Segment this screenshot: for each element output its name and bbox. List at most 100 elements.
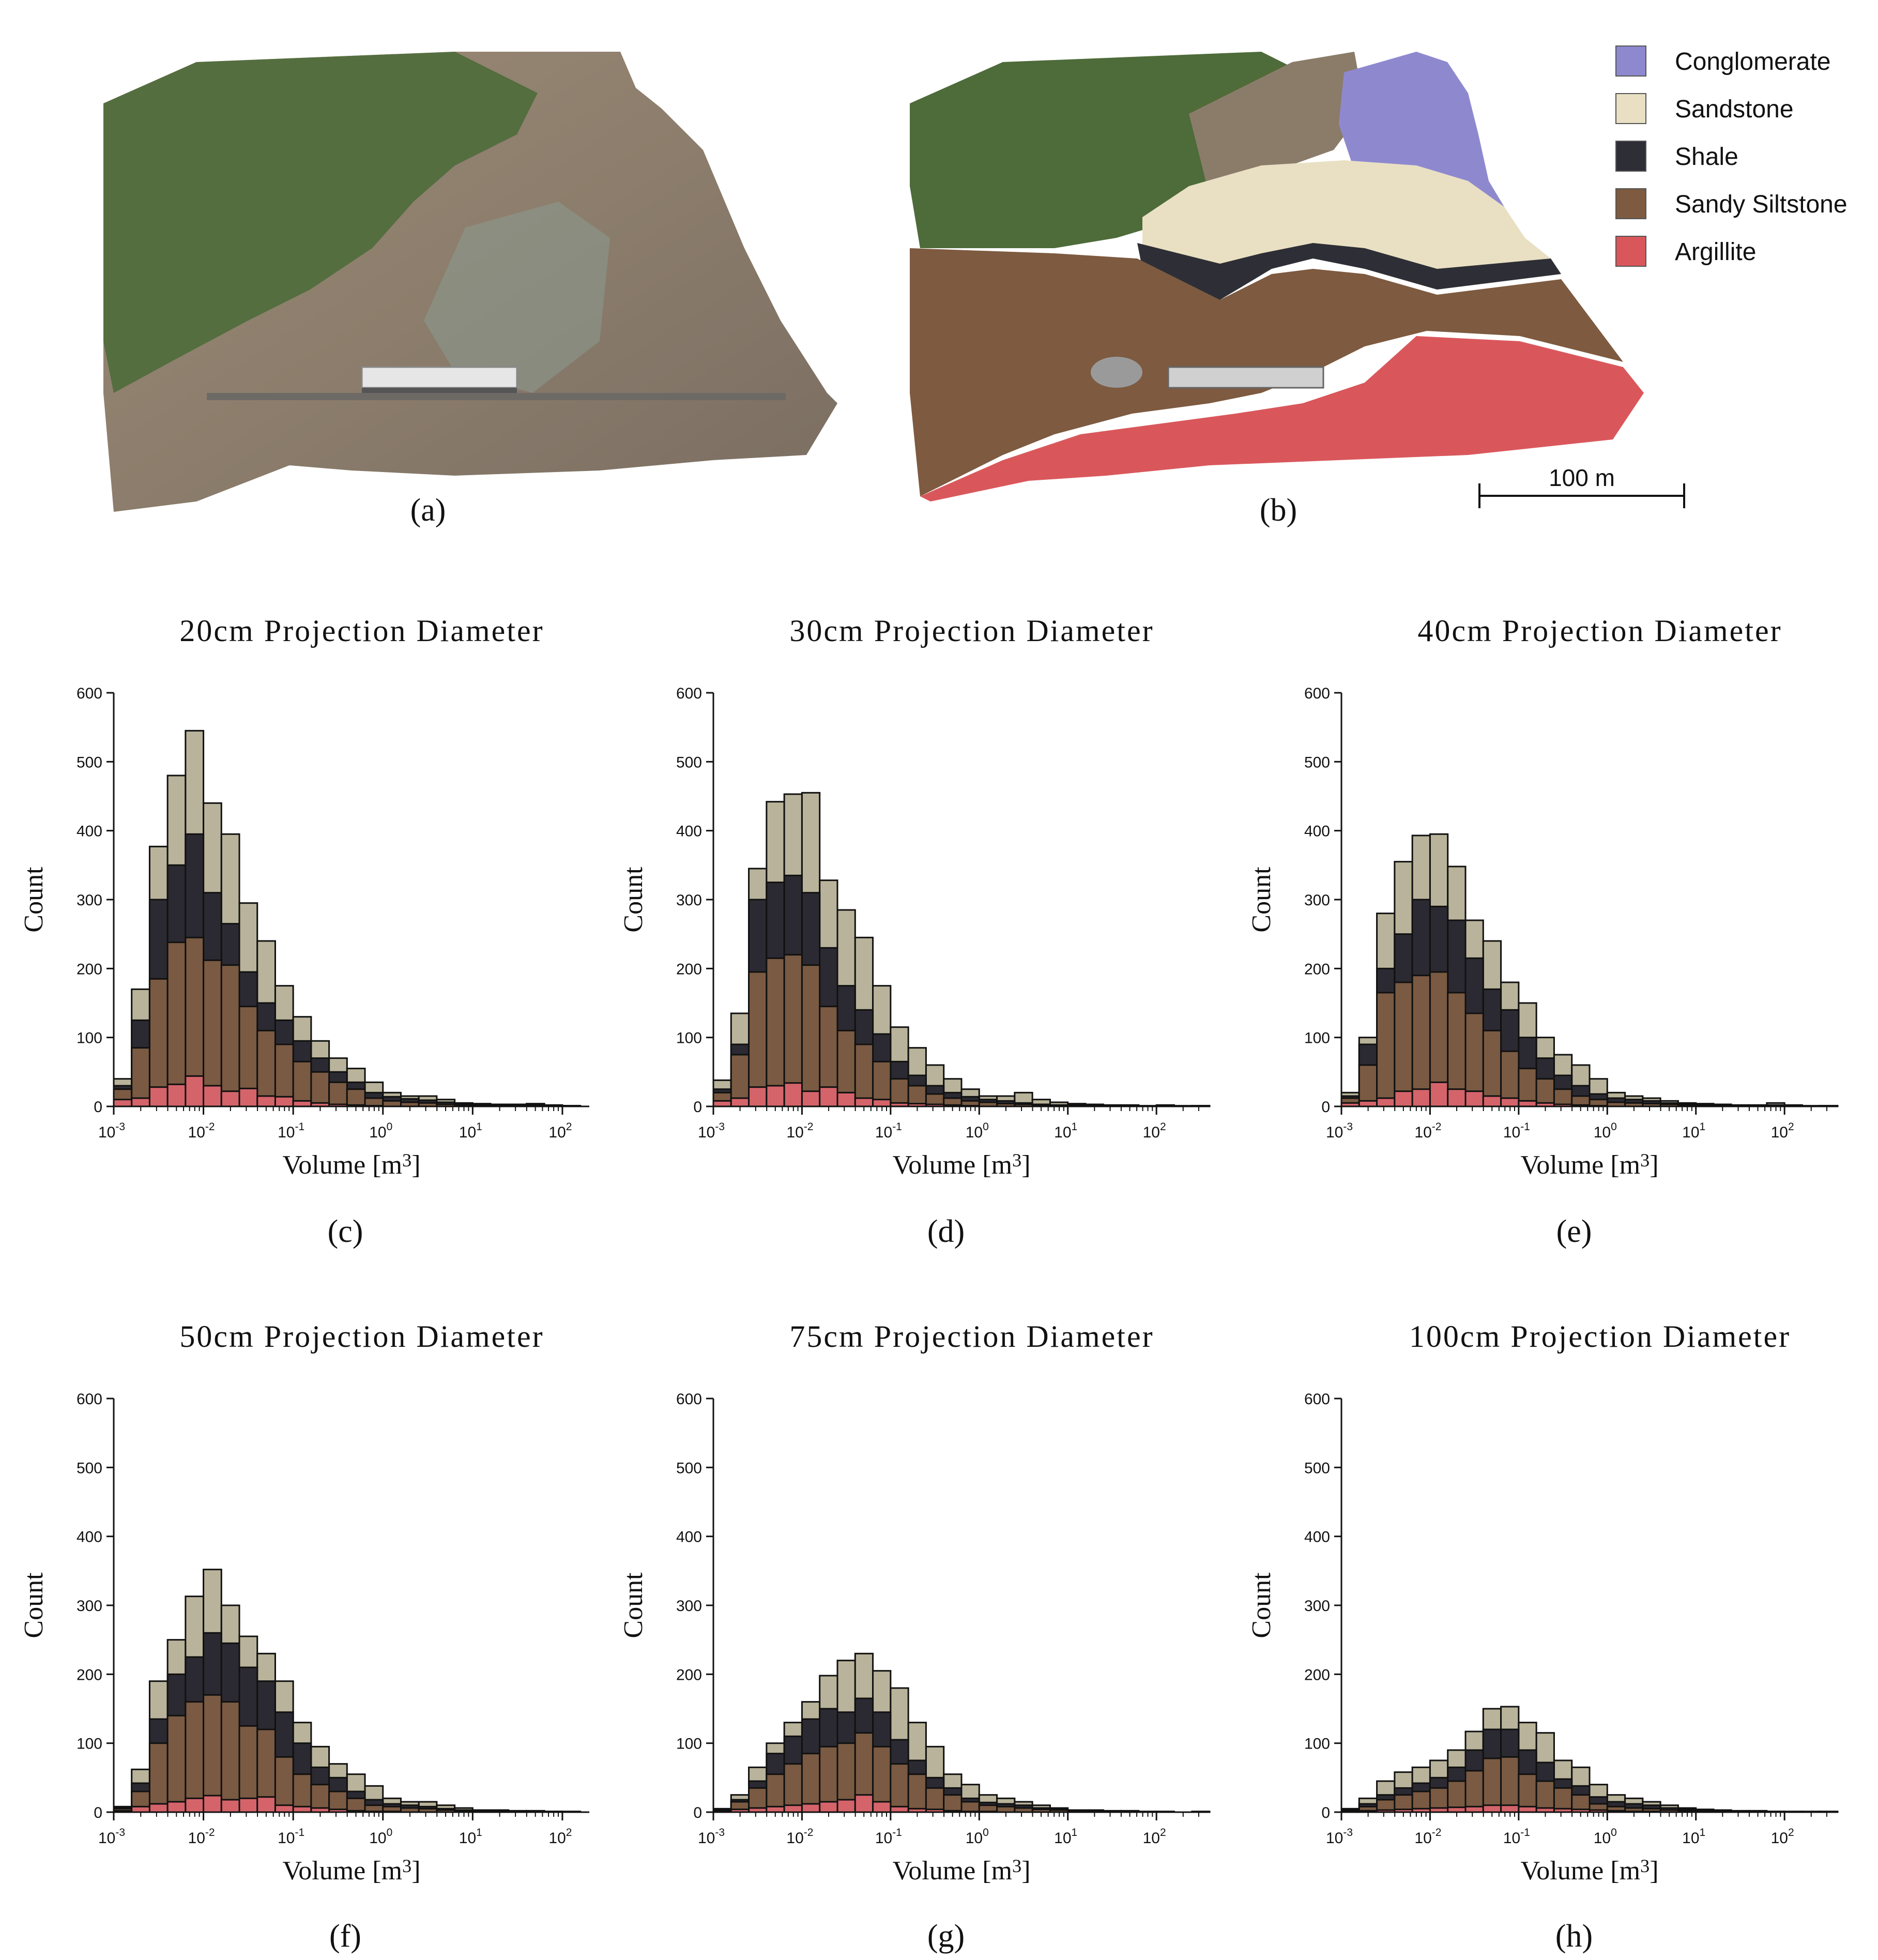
y-tick-label: 300 (1304, 892, 1330, 909)
bar-sandy-siltstone (801, 964, 821, 1107)
x-tick-label: 10-3 (98, 1827, 125, 1847)
bar-sandy-siltstone (256, 1029, 276, 1107)
chart-svg: 30cm Projection Diameter 0 100 200 300 400 500… (619, 614, 1211, 1180)
x-tick-label: 10-2 (786, 1827, 813, 1847)
bar-argillite (1482, 1804, 1502, 1813)
y-tick-label: 100 (77, 1736, 102, 1753)
bar-argillite (203, 1795, 222, 1813)
x-tick-label: 101 (1682, 1827, 1705, 1847)
x-axis-label: Volume [m3] (282, 1150, 420, 1180)
bar-argillite (238, 1797, 258, 1813)
y-tick-label: 200 (77, 1666, 102, 1683)
bar-sandy-siltstone (148, 1742, 169, 1813)
scale-bar-line (1478, 495, 1683, 497)
bar-argillite (220, 1090, 240, 1107)
bar-argillite (730, 1097, 750, 1107)
histogram-40cm: 40cm Projection Diameter 0 100 200 300 400 500… (1238, 595, 1869, 1205)
bar-sandy-siltstone (166, 1714, 187, 1813)
layer-sandstone (1142, 160, 1551, 279)
x-tick-label: 101 (1054, 1121, 1077, 1141)
histogram-100cm: 100cm Projection Diameter 0 100 200 300 400 50… (1238, 1300, 1869, 1910)
x-tick-label: 10-1 (875, 1827, 902, 1847)
bar-sandy-siltstone (1411, 975, 1431, 1107)
y-tick-label: 0 (94, 1099, 102, 1116)
y-tick-label: 600 (676, 685, 702, 702)
x-axis-label: Volume [m3] (892, 1856, 1030, 1886)
y-tick-label: 600 (1304, 685, 1330, 702)
bar-argillite (131, 1097, 150, 1107)
bar-sandy-siltstone (996, 1805, 1016, 1813)
legend-swatch (1615, 236, 1646, 267)
y-tick-label: 200 (676, 961, 702, 978)
y-tick-label: 500 (1304, 754, 1330, 771)
photo-slope-lithology (899, 31, 1654, 517)
x-tick-label: 100 (369, 1827, 392, 1847)
y-tick-label: 300 (77, 892, 102, 909)
x-tick-label: 10-2 (188, 1121, 215, 1141)
x-tick-label: 10-3 (1326, 1827, 1353, 1847)
bar-argillite (131, 1805, 150, 1813)
x-tick-label: 10-3 (698, 1827, 725, 1847)
bar-argillite (166, 1083, 187, 1107)
panel-label-e: (e) (1556, 1214, 1592, 1249)
legend-label: Shale (1675, 143, 1738, 171)
bar-argillite (819, 1801, 838, 1813)
bar-sandy-siltstone (203, 1694, 222, 1813)
x-tick-label: 100 (966, 1827, 989, 1847)
bar-argillite (256, 1095, 276, 1107)
y-axis-label: Count (619, 867, 648, 933)
x-tick-label: 10-3 (98, 1121, 125, 1141)
bar-sandy-siltstone (960, 1801, 980, 1813)
bar-argillite (1376, 1097, 1396, 1107)
x-tick-label: 10-3 (1326, 1121, 1353, 1141)
x-tick-label: 102 (1143, 1827, 1166, 1847)
chart-svg: 100cm Projection Diameter 0 100 200 300 400 50… (1247, 1319, 1839, 1886)
legend-item-conglomerate: Conglomerate (1615, 45, 1874, 77)
legend-swatch (1615, 188, 1646, 219)
y-tick-label: 400 (676, 1529, 702, 1546)
scale-bar: 100 m (1478, 464, 1685, 508)
legend-item-sandstone: Sandstone (1615, 93, 1874, 124)
bar-argillite (712, 1100, 732, 1107)
x-tick-label: 100 (1594, 1827, 1617, 1847)
bar-sandy-siltstone (943, 1794, 963, 1813)
bar-argillite (872, 1099, 892, 1107)
y-tick-label: 300 (676, 892, 702, 909)
photo-slope-rgb (93, 31, 837, 517)
legend-item-shale: Shale (1615, 141, 1874, 172)
chart-title: 40cm Projection Diameter (1417, 614, 1782, 648)
x-tick-label: 10-1 (278, 1121, 304, 1141)
y-axis-label: Count (19, 867, 49, 933)
layer-shale (1137, 243, 1561, 300)
legend-item-sandy-siltstone: Sandy Siltstone (1615, 188, 1874, 219)
x-tick-label: 102 (548, 1121, 572, 1141)
x-tick-label: 10-1 (1503, 1121, 1530, 1141)
x-tick-label: 10-2 (1414, 1121, 1441, 1141)
bar-sandy-siltstone (783, 954, 803, 1107)
y-tick-label: 300 (77, 1598, 102, 1615)
bar-sandy-siltstone (346, 1088, 366, 1107)
y-tick-label: 400 (676, 823, 702, 840)
bar-argillite (1411, 1088, 1431, 1107)
histogram-50cm: 50cm Projection Diameter 0 100 200 300 400 500… (10, 1300, 620, 1910)
histogram-75cm: 75cm Projection Diameter 0 100 200 300 400 500… (610, 1300, 1241, 1910)
bar-argillite (748, 1086, 768, 1107)
legend-swatch (1615, 141, 1646, 172)
y-tick-label: 400 (1304, 1529, 1330, 1546)
vegetation-zone (103, 52, 538, 393)
bar-sandy-siltstone (854, 1043, 874, 1107)
x-tick-label: 10-3 (698, 1121, 725, 1141)
bar-argillite (836, 1091, 856, 1107)
bar-sandy-siltstone (925, 1787, 945, 1813)
y-tick-label: 0 (94, 1804, 102, 1821)
scale-bar-tick (1478, 483, 1480, 508)
bar-sandy-siltstone (1535, 1078, 1555, 1107)
bar-argillite (819, 1086, 838, 1107)
bar-argillite (1358, 1100, 1378, 1107)
x-tick-label: 100 (1594, 1121, 1617, 1141)
x-tick-label: 10-2 (786, 1121, 813, 1141)
legend-label: Sandy Siltstone (1675, 191, 1848, 218)
y-tick-label: 200 (1304, 1666, 1330, 1683)
y-axis-label: Count (1247, 1572, 1276, 1638)
legend-label: Sandstone (1675, 96, 1794, 123)
